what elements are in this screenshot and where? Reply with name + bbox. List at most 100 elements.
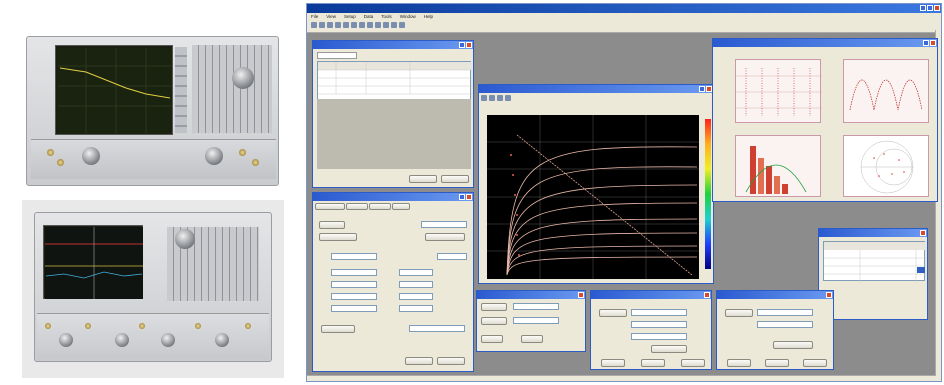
config-field[interactable] <box>757 309 813 316</box>
tab-3[interactable] <box>369 203 391 210</box>
minimize-icon[interactable] <box>459 194 465 200</box>
run-button[interactable] <box>321 325 355 333</box>
tab-strip <box>317 52 357 59</box>
ok-button[interactable] <box>409 175 437 183</box>
value-field[interactable] <box>437 253 467 260</box>
cancel-button[interactable] <box>437 357 465 365</box>
config-button[interactable] <box>725 309 753 317</box>
tab-1[interactable] <box>315 203 345 210</box>
minimize-icon[interactable] <box>459 42 465 48</box>
iv-curves-graphic <box>487 115 699 279</box>
mode-dropdown[interactable] <box>421 221 467 228</box>
test-port-2 <box>115 333 129 347</box>
menu-file[interactable]: File <box>311 14 319 19</box>
close-icon[interactable] <box>578 292 584 298</box>
menu-setup[interactable]: Setup <box>343 14 356 19</box>
param-field-7[interactable] <box>331 305 377 312</box>
close-icon[interactable] <box>920 230 926 236</box>
right-scrollbar[interactable] <box>935 30 941 376</box>
subplot-1[interactable] <box>735 59 822 123</box>
paste-icon[interactable] <box>351 22 357 28</box>
export-icon[interactable] <box>505 95 511 101</box>
menu-window[interactable]: Window <box>399 14 416 19</box>
cancel-button[interactable] <box>441 175 469 183</box>
iv-curve-plot[interactable] <box>487 115 699 279</box>
zoom-icon[interactable] <box>481 95 487 101</box>
ok-button[interactable] <box>727 359 751 367</box>
open-icon[interactable] <box>311 22 317 28</box>
help-button[interactable] <box>803 359 827 367</box>
measure-field[interactable] <box>513 303 559 310</box>
maximize-icon[interactable] <box>927 5 933 11</box>
close-icon[interactable] <box>934 5 940 11</box>
stop-icon[interactable] <box>367 22 373 28</box>
minimize-icon[interactable] <box>920 5 926 11</box>
save-icon[interactable] <box>319 22 325 28</box>
limit-field[interactable] <box>631 333 687 340</box>
table-icon[interactable] <box>383 22 389 28</box>
apply-button[interactable] <box>773 341 813 349</box>
cancel-button[interactable] <box>641 359 665 367</box>
param-field-8[interactable] <box>399 305 433 312</box>
range-field[interactable] <box>757 321 813 328</box>
window-controls <box>826 292 832 298</box>
help-icon[interactable] <box>399 22 405 28</box>
tab-4[interactable] <box>392 203 410 210</box>
print-icon[interactable] <box>327 22 333 28</box>
run-icon[interactable] <box>359 22 365 28</box>
ok-button[interactable] <box>405 357 433 365</box>
parameter-grid[interactable] <box>823 241 926 282</box>
option-button[interactable] <box>319 221 345 229</box>
param-field-4[interactable] <box>399 281 433 288</box>
param-field-6[interactable] <box>399 293 433 300</box>
autoscale-icon[interactable] <box>497 95 503 101</box>
menu-help[interactable]: Help <box>423 14 434 19</box>
minimize-icon[interactable] <box>923 40 929 46</box>
menu-tools[interactable]: Tools <box>381 14 392 19</box>
help-button[interactable] <box>681 359 705 367</box>
window-title <box>313 41 473 49</box>
param-field-5[interactable] <box>331 293 377 300</box>
param-field-3[interactable] <box>331 281 377 288</box>
smith-chart-graphic <box>860 140 914 194</box>
tab-2[interactable] <box>346 203 368 210</box>
close-icon[interactable] <box>466 42 472 48</box>
result-field[interactable] <box>409 325 465 332</box>
config-field[interactable] <box>631 309 687 316</box>
window-title <box>477 291 585 299</box>
subplot-4-smith-chart[interactable] <box>843 135 929 197</box>
cut-icon[interactable] <box>335 22 341 28</box>
reset-button[interactable] <box>481 317 507 325</box>
ok-button[interactable] <box>601 359 625 367</box>
settings-icon[interactable] <box>391 22 397 28</box>
chart-icon[interactable] <box>375 22 381 28</box>
close-icon[interactable] <box>466 194 472 200</box>
stop-button[interactable] <box>521 335 543 343</box>
close-icon[interactable] <box>706 86 712 92</box>
close-icon[interactable] <box>930 40 936 46</box>
start-button[interactable] <box>481 335 503 343</box>
menu-view[interactable]: View <box>326 14 336 19</box>
reset-field[interactable] <box>513 317 559 324</box>
close-icon[interactable] <box>826 292 832 298</box>
range-field[interactable] <box>631 321 687 328</box>
marker-icon[interactable] <box>489 95 495 101</box>
close-icon[interactable] <box>704 292 710 298</box>
apply-button[interactable] <box>425 233 465 241</box>
param-field-2[interactable] <box>399 269 433 276</box>
apply-button[interactable] <box>651 345 687 353</box>
subplot-3[interactable] <box>735 135 821 197</box>
config-button[interactable] <box>599 309 627 317</box>
copy-icon[interactable] <box>343 22 349 28</box>
select-field[interactable] <box>331 253 377 260</box>
menu-data[interactable]: Data <box>363 14 374 19</box>
param-field-1[interactable] <box>331 269 377 276</box>
cancel-button[interactable] <box>765 359 789 367</box>
measure-button[interactable] <box>481 303 507 311</box>
parameter-table-window <box>818 228 928 320</box>
measurement-window-2 <box>590 290 712 370</box>
minimize-icon[interactable] <box>699 86 705 92</box>
menu-bar: File View Setup Data Tools Window Help <box>307 13 941 21</box>
toggle-button[interactable] <box>319 233 357 241</box>
subplot-2[interactable] <box>843 59 929 123</box>
